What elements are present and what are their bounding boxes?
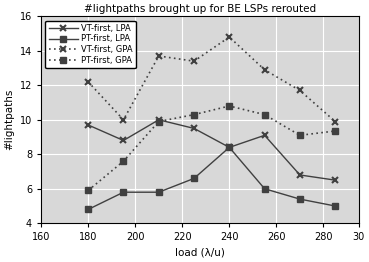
VT-first, GPA [121, 118, 126, 121]
PT-first, GPA [121, 160, 126, 163]
Line: VT-first, LPA: VT-first, LPA [85, 116, 339, 184]
VT-first, LPA [227, 146, 231, 149]
VT-first, GPA [227, 35, 231, 39]
VT-first, LPA [192, 127, 196, 130]
PT-first, GPA [156, 120, 161, 123]
Legend: VT-first, LPA, PT-first, LPA, VT-first, GPA, PT-first, GPA: VT-first, LPA, PT-first, LPA, VT-first, … [45, 20, 136, 68]
PT-first, LPA [156, 191, 161, 194]
PT-first, GPA [333, 129, 337, 133]
PT-first, LPA [262, 187, 267, 190]
VT-first, GPA [333, 120, 337, 123]
VT-first, GPA [86, 80, 90, 83]
Y-axis label: #lightpaths: #lightpaths [4, 89, 14, 150]
VT-first, LPA [262, 134, 267, 137]
VT-first, GPA [262, 68, 267, 71]
VT-first, LPA [333, 179, 337, 182]
VT-first, GPA [298, 89, 302, 92]
PT-first, GPA [227, 105, 231, 108]
PT-first, LPA [121, 191, 126, 194]
VT-first, LPA [156, 118, 161, 121]
Line: PT-first, GPA: PT-first, GPA [85, 103, 338, 193]
PT-first, LPA [227, 146, 231, 149]
PT-first, GPA [86, 189, 90, 192]
VT-first, LPA [121, 139, 126, 142]
X-axis label: load (λ/u): load (λ/u) [175, 248, 225, 258]
PT-first, LPA [192, 177, 196, 180]
PT-first, GPA [298, 134, 302, 137]
PT-first, GPA [192, 113, 196, 116]
VT-first, LPA [298, 173, 302, 177]
Line: VT-first, GPA: VT-first, GPA [85, 34, 339, 125]
Line: PT-first, LPA: PT-first, LPA [85, 145, 338, 212]
VT-first, GPA [192, 59, 196, 63]
Title: #lightpaths brought up for BE LSPs rerouted: #lightpaths brought up for BE LSPs rerou… [84, 4, 316, 14]
PT-first, LPA [333, 204, 337, 208]
VT-first, GPA [156, 54, 161, 58]
PT-first, GPA [262, 113, 267, 116]
PT-first, LPA [86, 208, 90, 211]
PT-first, LPA [298, 198, 302, 201]
VT-first, LPA [86, 123, 90, 127]
